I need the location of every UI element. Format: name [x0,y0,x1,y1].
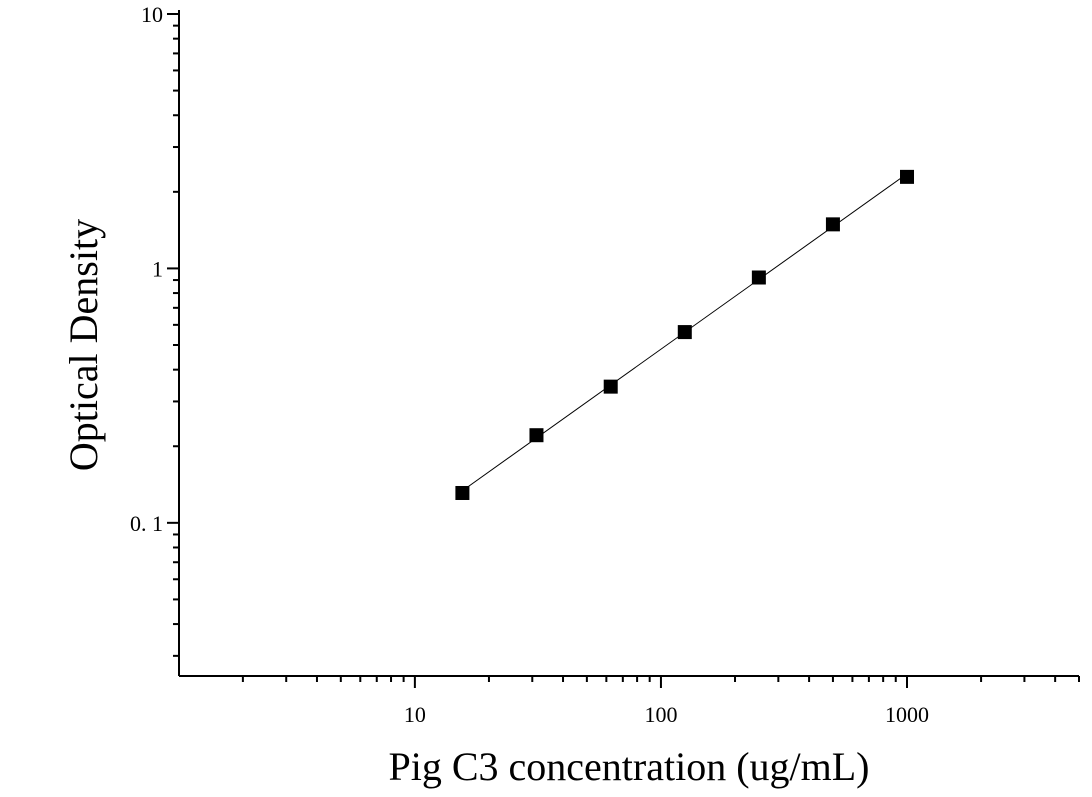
y-tick-label: 10 [141,2,163,27]
x-tick-label: 100 [644,702,677,727]
x-tick-label: 1000 [885,702,929,727]
data-point-square [455,485,470,500]
x-axis-title: Pig C3 concentration (ug/mL) [388,744,869,789]
y-axis-title: Optical Density [61,219,106,471]
data-point-square [751,270,766,285]
data-point-square [529,428,544,443]
y-tick-label: 0. 1 [130,511,163,536]
axes-layer [167,10,1080,688]
x-tick-label: 10 [404,702,426,727]
data-points-layer [455,169,915,500]
data-point-square [603,379,618,394]
tick-labels-layer: 0. 1 1 10 10 100 1000 [130,2,929,727]
data-point-square [677,325,692,340]
y-tick-label: 1 [152,256,163,281]
data-point-square [825,217,840,232]
data-point-square [900,169,915,184]
